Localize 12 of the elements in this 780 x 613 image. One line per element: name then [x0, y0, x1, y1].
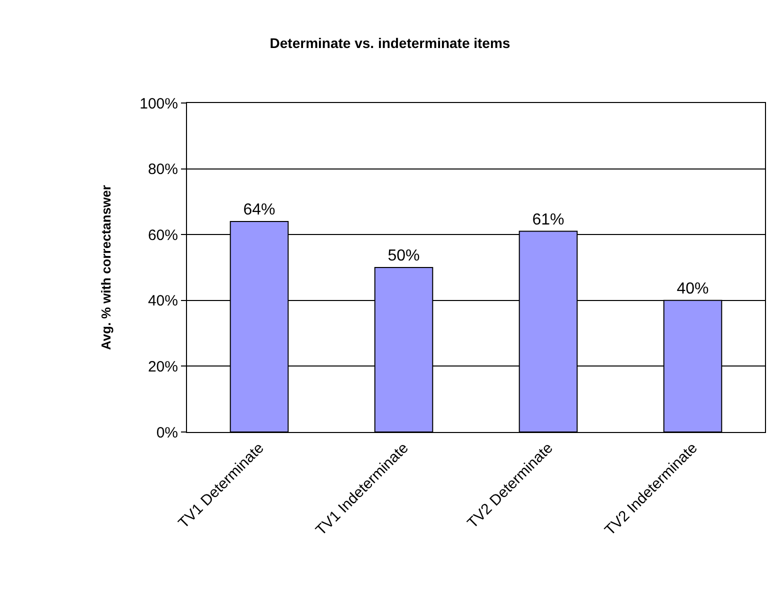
y-tick-label: 20% — [148, 358, 178, 376]
data-label: 50% — [388, 248, 420, 264]
y-tick-label: 60% — [148, 226, 178, 244]
data-label: 61% — [532, 211, 564, 228]
y-tick-label: 100% — [140, 95, 178, 112]
y-tick-label: 40% — [148, 292, 178, 310]
chart-title: Determinate vs. indeterminate items — [270, 34, 510, 51]
y-axis-title: Avg. % with correctanswer — [98, 185, 114, 350]
y-tick-label: 80% — [148, 161, 178, 178]
y-tick-label: 0% — [156, 424, 178, 442]
data-label: 40% — [676, 280, 709, 298]
data-label: 64% — [243, 201, 276, 218]
